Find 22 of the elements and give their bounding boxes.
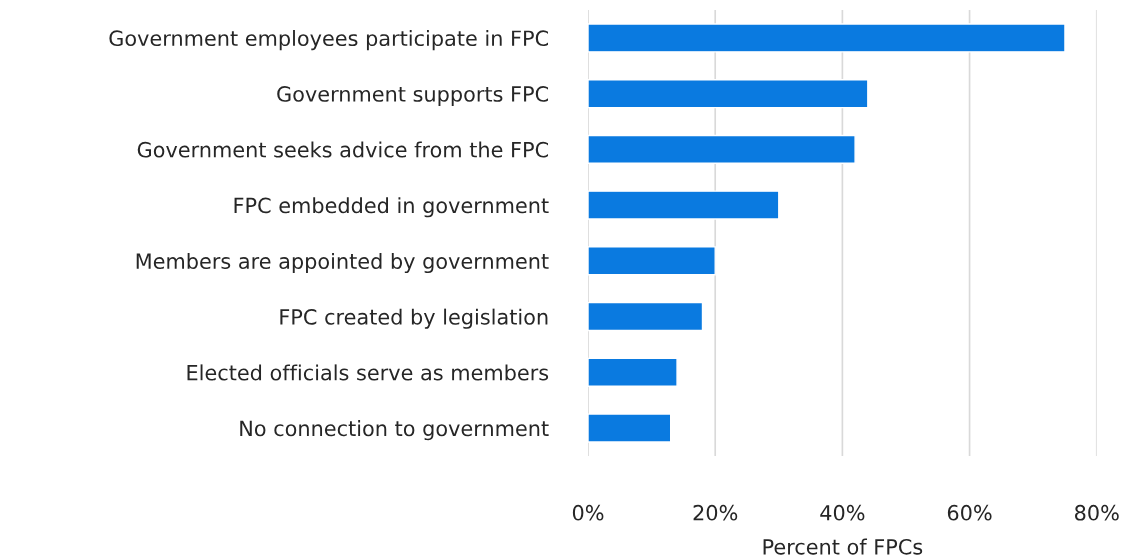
y-tick-label: FPC created by legislation (280, 308, 548, 329)
x-tick-label: 20% (693, 504, 738, 521)
bar (588, 301, 704, 332)
bar (588, 190, 780, 220)
bar (588, 246, 716, 276)
y-tick-label: Elected officials serve as members (187, 364, 549, 381)
x-tick-label: 60% (947, 504, 992, 521)
bar (588, 79, 869, 109)
y-tick-label: Government supports FPC (277, 86, 549, 106)
x-tick-label: 0% (572, 504, 604, 521)
y-tick-label: FPC embedded in government (234, 197, 549, 218)
bar (588, 357, 678, 387)
y-tick-label: Government seeks advice from the FPC (137, 141, 549, 158)
bar (588, 134, 856, 164)
x-axis-title: Percent of FPCs (763, 538, 923, 555)
bar (588, 413, 672, 443)
bar (588, 23, 1066, 53)
y-tick-label: Government employees participate in FPC (109, 29, 549, 51)
x-tick-label: 80% (1075, 504, 1119, 521)
y-tick-label: Members are appointed by government (136, 252, 549, 274)
x-tick-label: 40% (820, 504, 865, 521)
y-tick-label: No connection to government (240, 420, 549, 441)
